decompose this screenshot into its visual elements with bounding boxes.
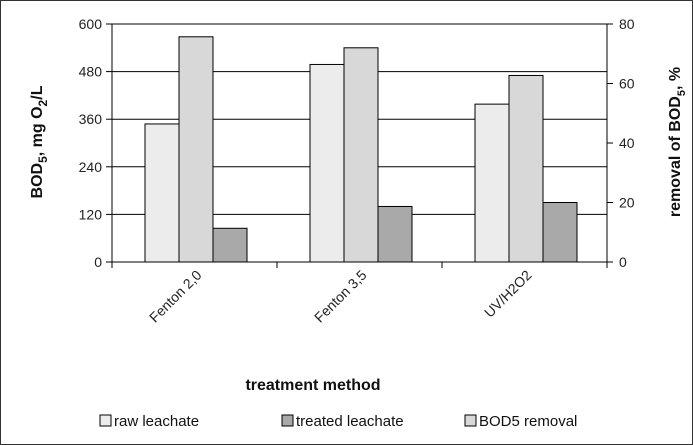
x-axis-title: treatment method xyxy=(245,377,380,394)
bar-1-1 xyxy=(343,47,379,263)
left-tick-label-0: 0 xyxy=(94,254,102,270)
left-tick-label-1: 120 xyxy=(79,206,103,222)
legend: raw leachate treated leachate BOD5 removal xyxy=(99,413,577,430)
left-tick-label-3: 360 xyxy=(79,111,103,127)
legend-label-1: treated leachate xyxy=(296,413,404,430)
left-tick-label-5: 600 xyxy=(79,16,103,32)
right-axis-title: removal of BOD5, % xyxy=(667,67,688,217)
right-tick-label-0: 0 xyxy=(619,254,627,270)
legend-swatch-2 xyxy=(464,414,477,427)
right-axis-tick-labels: 0 20 40 60 80 xyxy=(619,16,635,270)
legend-label-2: BOD5 removal xyxy=(479,413,577,430)
legend-label-0: raw leachate xyxy=(114,413,199,430)
bar-0-2 xyxy=(474,103,510,263)
left-tick-label-4: 480 xyxy=(79,64,103,80)
axes xyxy=(106,23,613,268)
legend-swatch-0 xyxy=(99,414,112,427)
bar-0-0 xyxy=(144,123,180,263)
right-tick-label-2: 40 xyxy=(619,135,635,151)
right-tick-label-4: 80 xyxy=(619,16,635,32)
bar-1-0 xyxy=(178,36,214,263)
bar-1-2 xyxy=(508,74,544,263)
bar-0-1 xyxy=(309,63,345,263)
bar-2-1 xyxy=(377,205,413,263)
bar-2-0 xyxy=(212,227,248,263)
legend-swatch-1 xyxy=(281,414,294,427)
left-tick-label-2: 240 xyxy=(79,159,103,175)
bar-2-2 xyxy=(542,202,578,263)
left-axis-tick-labels: 0 120 240 360 480 600 xyxy=(79,16,103,270)
left-axis-title: BOD5, mg O2/L xyxy=(29,85,50,198)
right-tick-label-1: 20 xyxy=(619,195,635,211)
right-tick-label-3: 60 xyxy=(619,76,635,92)
bars xyxy=(144,36,578,263)
